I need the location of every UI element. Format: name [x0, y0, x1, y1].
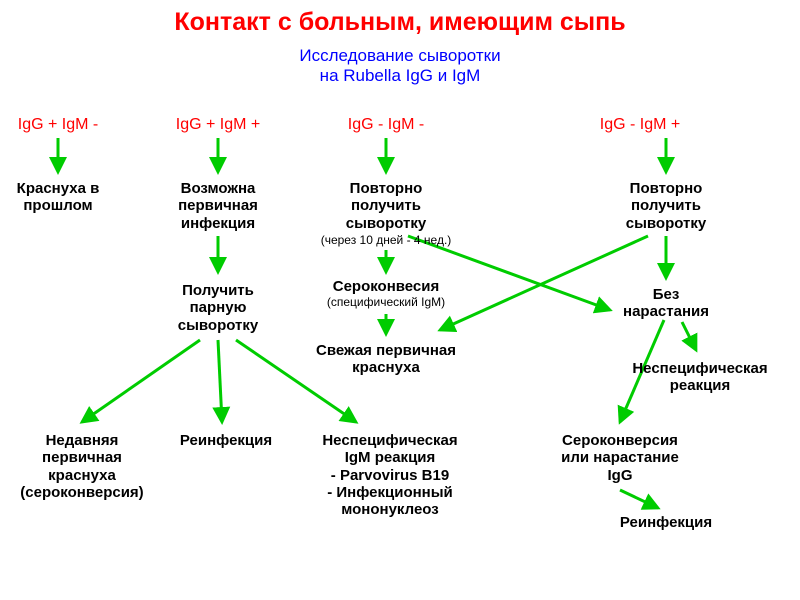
node-n2: Возможна первичная инфекция: [178, 180, 258, 232]
branch-header-h3: IgG - IgM -: [348, 116, 424, 134]
node-n3b: (через 10 дней - 4 нед.): [321, 234, 452, 248]
node-n13: Сероконверсия или нарастание IgG: [561, 432, 679, 484]
node-n7: Без нарастания: [623, 286, 709, 321]
diagram-title: Контакт с больным, имеющим сыпь: [174, 8, 625, 37]
arrow: [218, 340, 222, 422]
branch-header-h2: IgG + IgM +: [176, 116, 260, 134]
node-n10: Недавняя первичная краснуха (сероконверс…: [20, 432, 143, 501]
node-n8: Свежая первичная краснуха: [316, 342, 456, 377]
node-n9: Неспецифическая реакция: [632, 360, 767, 395]
diagram-subtitle: Исследование сыворотки на Rubella IgG и …: [299, 46, 500, 86]
node-n14: Реинфекция: [620, 514, 712, 531]
arrow: [440, 236, 648, 330]
node-n3: Повторно получить сыворотку: [346, 180, 427, 232]
branch-header-h4: IgG - IgM +: [600, 116, 680, 134]
node-n4: Повторно получить сыворотку: [626, 180, 707, 232]
node-n1: Краснуха в прошлом: [17, 180, 100, 215]
arrow: [82, 340, 200, 422]
node-n12: Неспецифическая IgM реакция - Parvovirus…: [322, 432, 457, 518]
node-n5: Получить парную сыворотку: [178, 282, 259, 334]
node-n6: Сероконвесия: [333, 278, 440, 295]
arrow: [620, 490, 658, 508]
arrow: [682, 322, 696, 350]
node-n6b: (специфический IgM): [327, 296, 445, 310]
node-n11: Реинфекция: [180, 432, 272, 449]
branch-header-h1: IgG + IgM -: [18, 116, 98, 134]
